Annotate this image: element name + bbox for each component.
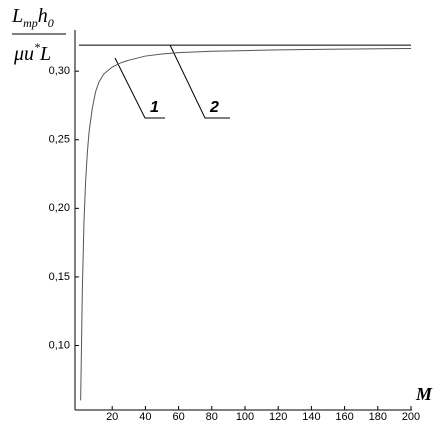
y-tick-label: 0,25 [49,134,70,146]
y-label-part: 0 [48,16,54,30]
y-label-part: L [39,43,51,65]
y-label-numerator: Lmph0 [11,5,54,30]
x-tick-label: 80 [206,411,218,422]
y-tick-label: 0,15 [49,271,70,283]
y-label-part: L [11,5,23,27]
y-label-part: * [34,40,40,54]
leader-1 [114,57,165,119]
y-tick-label: 0,10 [49,339,70,351]
x-label: M [415,384,433,404]
series-label: 2 [209,99,219,116]
y-tick-label: 0,20 [49,202,70,214]
x-tick-label: 20 [106,411,118,422]
y-label-part: μu [13,43,34,65]
leader-2 [169,44,230,119]
x-tick-label: 140 [302,411,320,422]
y-tick-label: 0,30 [49,65,70,77]
y-label-part: mp [23,16,38,30]
series-line [80,48,412,401]
x-tick-label: 120 [269,411,287,422]
x-tick-label: 40 [139,411,151,422]
y-label-part: h [38,5,48,27]
y-label-denominator: μu*L [13,40,51,65]
series-label: 1 [150,99,159,116]
x-tick-label: 180 [369,411,387,422]
x-tick-label: 200 [402,411,420,422]
x-tick-label: 60 [172,411,184,422]
x-tick-label: 160 [335,411,353,422]
x-tick-label: 100 [236,411,254,422]
